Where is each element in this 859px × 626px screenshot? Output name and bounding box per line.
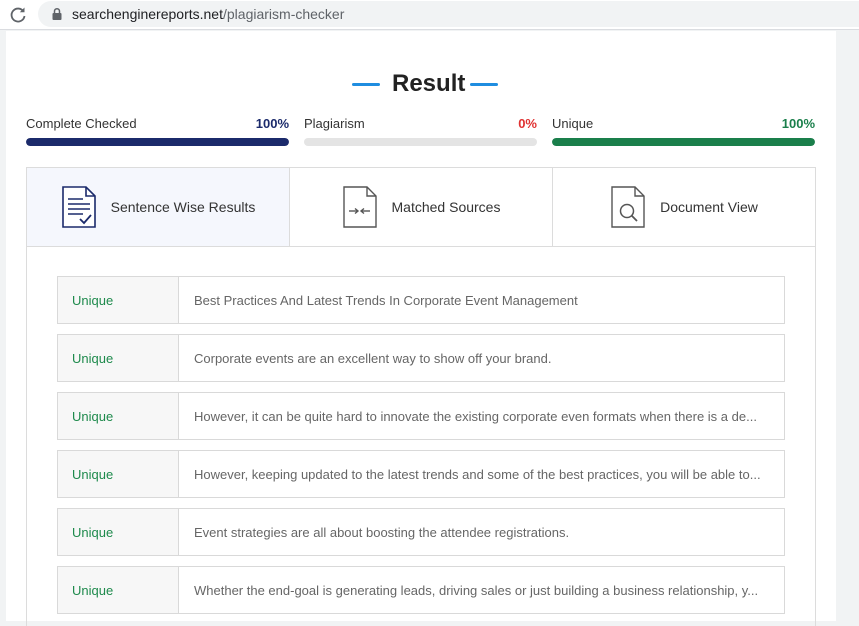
sentence-text-value: Whether the end-goal is generating leads… <box>194 582 759 598</box>
plagiarism-result-page: Result Complete Checked 100% Plagiarism … <box>6 31 836 626</box>
stat-plagiarism: Plagiarism 0% <box>304 116 537 148</box>
sentence-text: Event strategies are all about boosting … <box>179 509 784 555</box>
tab-sentence-wise-results[interactable]: Sentence Wise Results <box>27 168 290 246</box>
heading-divider-left <box>352 83 380 86</box>
result-row: Unique Corporate events are an excellent… <box>57 334 785 382</box>
url-text: searchenginereports.net/plagiarism-check… <box>72 6 344 22</box>
progress-track <box>26 138 289 146</box>
sentence-text: Whether the end-goal is generating leads… <box>179 567 784 613</box>
stat-label: Unique <box>552 116 594 131</box>
sentence-results-list: Unique Best Practices And Latest Trends … <box>26 246 816 626</box>
result-row: Unique However, it can be quite hard to … <box>57 392 785 440</box>
result-heading: Result <box>6 69 836 99</box>
progress-fill <box>552 138 815 146</box>
sentence-text: However, keeping updated to the latest t… <box>179 451 784 497</box>
heading-divider-right <box>470 83 498 86</box>
status-unique: Unique <box>58 451 179 497</box>
progress-track <box>552 138 815 146</box>
progress-track <box>304 138 537 146</box>
stat-value: 100% <box>255 116 289 131</box>
stat-label: Complete Checked <box>26 116 137 131</box>
stat-value: 0% <box>518 116 537 131</box>
status-unique: Unique <box>58 335 179 381</box>
result-row: Unique Event strategies are all about bo… <box>57 508 785 556</box>
tab-label: Sentence Wise Results <box>110 199 256 215</box>
sentence-text-value: However, it can be quite hard to innovat… <box>194 408 757 424</box>
result-title: Result <box>392 70 466 97</box>
address-bar[interactable]: searchenginereports.net/plagiarism-check… <box>38 1 859 27</box>
stat-unique: Unique 100% <box>552 116 815 148</box>
progress-fill <box>26 138 289 146</box>
sentence-text-value: Best Practices And Latest Trends In Corp… <box>194 292 578 308</box>
sentence-text: Best Practices And Latest Trends In Corp… <box>179 277 784 323</box>
status-unique: Unique <box>58 509 179 555</box>
browser-toolbar: searchenginereports.net/plagiarism-check… <box>0 0 859 30</box>
sentence-text-value: However, keeping updated to the latest t… <box>194 466 761 482</box>
tab-matched-sources[interactable]: Matched Sources <box>290 168 553 246</box>
document-search-icon <box>611 186 645 228</box>
tab-label: Matched Sources <box>391 199 501 215</box>
result-row: Unique However, keeping updated to the l… <box>57 450 785 498</box>
sentence-text: However, it can be quite hard to innovat… <box>179 393 784 439</box>
result-row: Unique Best Practices And Latest Trends … <box>57 276 785 324</box>
url-domain: searchenginereports.net <box>72 6 223 22</box>
sentence-text-value: Event strategies are all about boosting … <box>194 524 570 540</box>
stat-complete-checked: Complete Checked 100% <box>26 116 289 148</box>
status-unique: Unique <box>58 567 179 613</box>
lock-icon <box>52 7 62 20</box>
url-path: /plagiarism-checker <box>223 6 345 22</box>
stat-value: 100% <box>781 116 815 131</box>
reload-icon[interactable] <box>8 5 28 25</box>
stat-label: Plagiarism <box>304 116 365 131</box>
sentence-text-value: Corporate events are an excellent way to… <box>194 350 552 366</box>
result-row: Unique Whether the end-goal is generatin… <box>57 566 785 614</box>
sentence-text: Corporate events are an excellent way to… <box>179 335 784 381</box>
tab-label: Document View <box>660 199 758 215</box>
status-unique: Unique <box>58 393 179 439</box>
status-unique: Unique <box>58 277 179 323</box>
document-compare-icon <box>342 186 377 228</box>
document-check-icon <box>61 186 96 228</box>
tab-document-view[interactable]: Document View <box>553 168 815 246</box>
result-tabs: Sentence Wise Results Matched Sources Do… <box>26 167 816 247</box>
